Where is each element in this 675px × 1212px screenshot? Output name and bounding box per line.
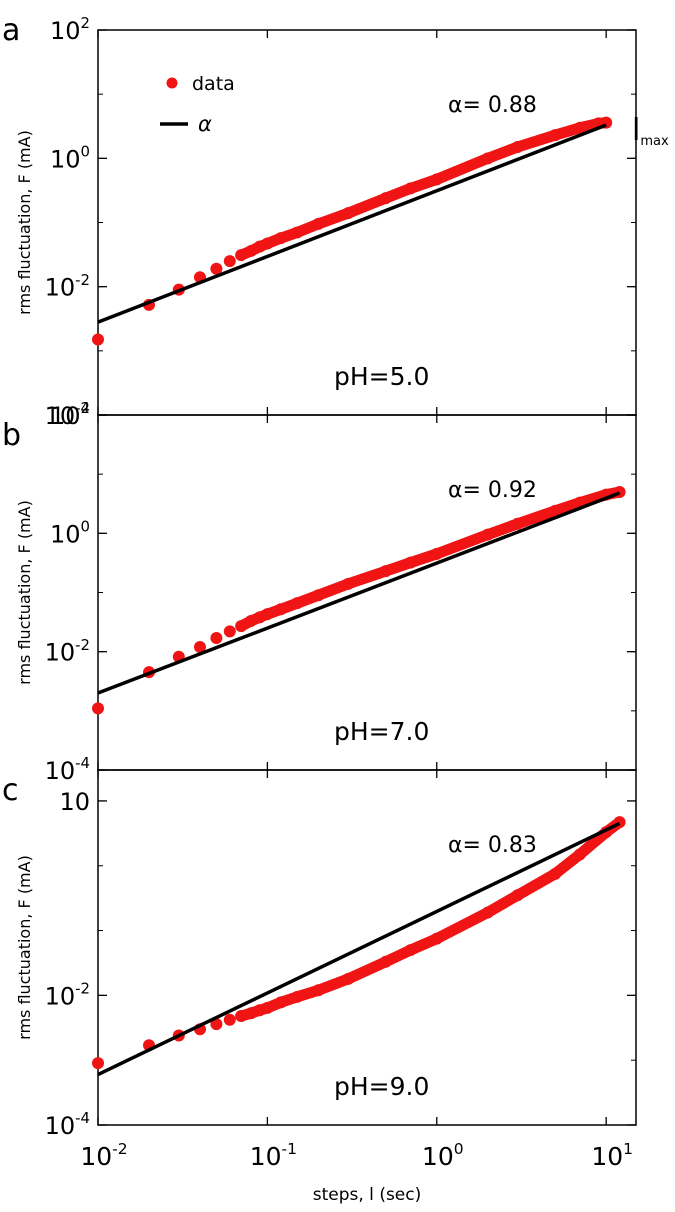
data-point xyxy=(223,255,236,268)
y-tick-label: 102 xyxy=(50,399,90,430)
legend-label-alpha: α xyxy=(198,112,212,136)
lmax-label: lmax xyxy=(632,113,669,149)
y-tick-label-base: 10 xyxy=(45,757,76,785)
x-tick-label: 10-2 xyxy=(80,1140,127,1171)
y-tick-label: 10 xyxy=(59,788,90,816)
y-tick-label-exp: -4 xyxy=(75,754,90,772)
panel-label: a xyxy=(2,13,20,48)
x-tick-label-base: 10 xyxy=(422,1142,454,1171)
y-axis-label: rms fluctuation, F (mA) xyxy=(15,130,34,315)
y-tick-label-exp: 0 xyxy=(81,143,90,161)
y-tick-label-base: 10 xyxy=(50,145,81,173)
y-tick-label: 10-4 xyxy=(45,1109,90,1140)
y-tick-label-base: 10 xyxy=(45,274,76,302)
x-tick-label-exp: 1 xyxy=(623,1140,633,1158)
y-tick-label-exp: 2 xyxy=(81,399,90,417)
x-tick-label: 101 xyxy=(591,1140,633,1171)
y-tick-label-base: 10 xyxy=(59,788,90,816)
data-point xyxy=(92,333,104,346)
data-point xyxy=(210,632,223,645)
x-axis-label: steps, l (sec) xyxy=(313,1185,422,1205)
panel-label: c xyxy=(2,773,19,808)
data-point xyxy=(223,625,236,638)
fit-line xyxy=(97,123,607,324)
data-point xyxy=(92,1057,104,1070)
y-axis-label: rms fluctuation, F (mA) xyxy=(15,855,34,1040)
x-tick-label-exp: -1 xyxy=(282,1140,297,1158)
alpha-annotation: α= 0.83 xyxy=(448,833,537,858)
data-point xyxy=(193,640,206,653)
y-tick-label: 100 xyxy=(50,518,90,549)
ph-annotation: pH=9.0 xyxy=(334,1072,429,1101)
y-tick-label-base: 10 xyxy=(45,402,76,430)
y-tick-label-base: 10 xyxy=(50,520,81,548)
y-tick-label-exp: -2 xyxy=(75,636,90,654)
x-tick-label-exp: -2 xyxy=(112,1140,127,1158)
x-tick-label-base: 10 xyxy=(591,1142,623,1171)
y-tick-label: 10-2 xyxy=(45,271,90,302)
y-tick-label: 10-2 xyxy=(45,636,90,667)
alpha-annotation: α= 0.92 xyxy=(448,478,537,503)
axes-frame xyxy=(97,769,637,1126)
data-point xyxy=(92,702,104,715)
fit-line xyxy=(97,491,621,695)
x-tick-label-exp: 0 xyxy=(454,1140,464,1158)
x-tick-label-base: 10 xyxy=(80,1142,112,1171)
y-tick-label-base: 10 xyxy=(45,639,76,667)
y-tick-label: 10-4 xyxy=(45,399,90,430)
lmax-sub: max xyxy=(640,134,669,149)
data-point xyxy=(223,1013,236,1026)
y-tick-label: 10-2 xyxy=(45,980,90,1011)
axes-frame xyxy=(97,29,637,416)
data-point xyxy=(210,1018,223,1031)
y-tick-label-exp: -2 xyxy=(75,271,90,289)
y-tick-label: 10-4 xyxy=(45,754,90,785)
y-tick-label-base: 10 xyxy=(45,1112,76,1140)
y-tick-label-exp: 2 xyxy=(81,14,90,32)
panel-label: b xyxy=(2,418,21,453)
ph-annotation: pH=7.0 xyxy=(334,717,429,746)
x-tick-label-base: 10 xyxy=(250,1142,282,1171)
y-tick-label: 102 xyxy=(50,14,90,45)
y-tick-label-base: 10 xyxy=(50,402,81,430)
y-tick-label-base: 10 xyxy=(45,982,76,1010)
lmax-main: l xyxy=(632,113,640,148)
y-tick-label: 100 xyxy=(50,143,90,174)
x-tick-label: 100 xyxy=(422,1140,464,1171)
y-tick-label-base: 10 xyxy=(50,17,81,45)
y-tick-label-exp: -4 xyxy=(75,399,90,417)
fit-line xyxy=(97,821,621,1077)
x-tick-label: 10-1 xyxy=(250,1140,297,1171)
data-point-band xyxy=(235,486,626,632)
y-axis-label: rms fluctuation, F (mA) xyxy=(15,500,34,685)
data-point-band xyxy=(235,816,626,1022)
ph-annotation: pH=5.0 xyxy=(334,362,429,391)
legend-label-data: data xyxy=(192,73,235,95)
y-tick-label-exp: -4 xyxy=(75,1109,90,1127)
data-point xyxy=(210,262,223,275)
legend-dot-marker xyxy=(166,77,178,89)
alpha-annotation: α= 0.88 xyxy=(448,93,537,118)
data-point-band xyxy=(235,117,612,261)
y-tick-label-exp: 0 xyxy=(81,518,90,536)
y-tick-label-exp: -2 xyxy=(75,980,90,998)
